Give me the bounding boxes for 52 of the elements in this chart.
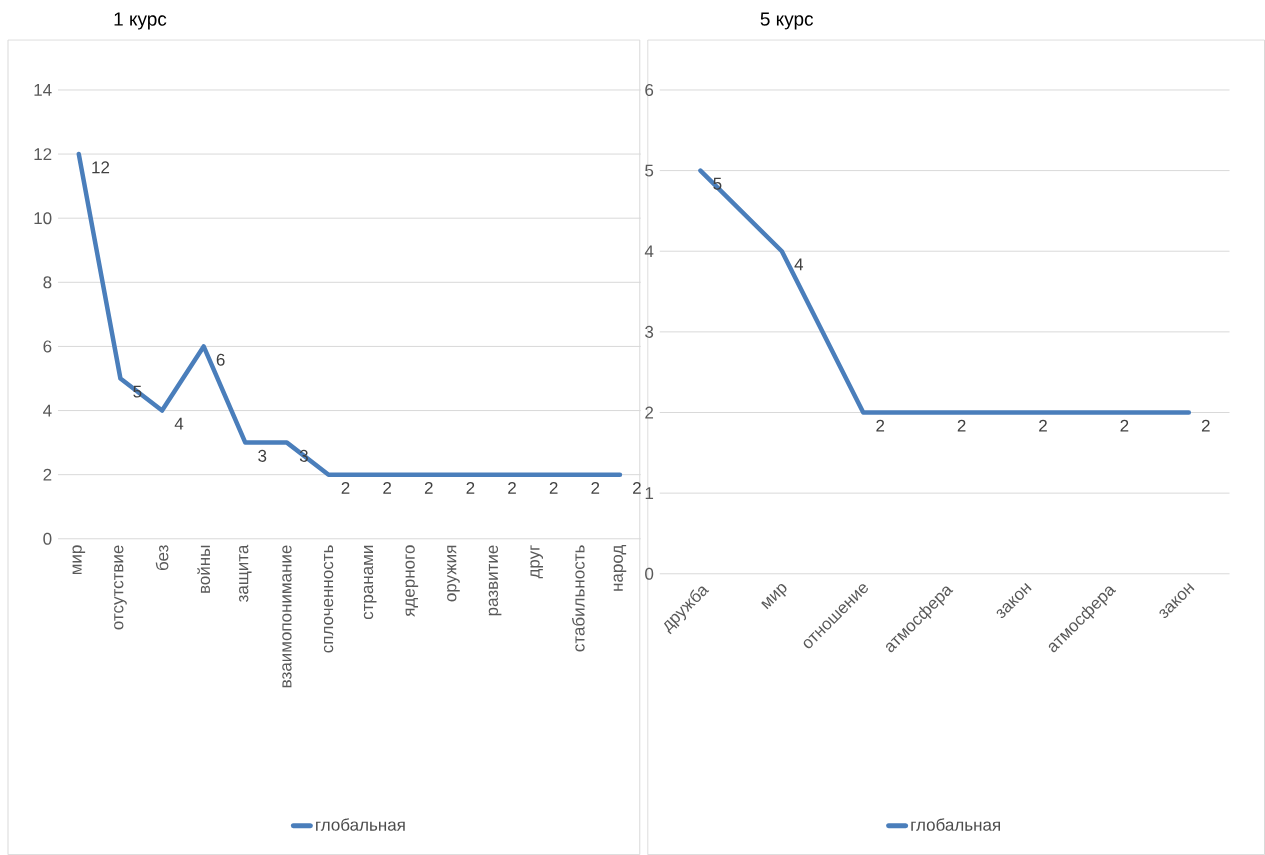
data-label: 2 <box>508 481 516 494</box>
x-tick-label: оружия <box>447 545 460 602</box>
x-tick-label: странами <box>363 545 377 620</box>
legend-label: глобальная <box>911 818 1000 831</box>
data-label: 4 <box>174 417 184 430</box>
y-tick-label: 14 <box>34 84 52 96</box>
x-tick-label: без <box>155 545 169 570</box>
x-tick-label: ядерного <box>405 545 419 617</box>
data-label: 2 <box>424 481 433 494</box>
y-tick-label: 2 <box>43 468 52 481</box>
x-tick-label: народ <box>613 544 627 591</box>
data-label: 3 <box>258 449 267 462</box>
y-tick-label: 0 <box>645 567 654 580</box>
data-label: 2 <box>591 481 600 494</box>
y-tick-label: 8 <box>43 276 52 289</box>
y-tick-label: 4 <box>43 404 52 417</box>
y-tick-label: 3 <box>645 325 654 338</box>
legend-label: глобальная <box>316 818 405 831</box>
chart-title: 5 курс <box>760 12 814 30</box>
data-label: 2 <box>1201 419 1210 432</box>
x-tick-label: сплоченность <box>323 545 334 653</box>
x-tick-label: мир <box>761 583 787 610</box>
x-tick-label: развитие <box>488 545 502 616</box>
x-tick-label: войны <box>197 545 211 593</box>
data-label: 2 <box>383 481 392 494</box>
data-label: 2 <box>957 419 966 432</box>
y-tick-label: 6 <box>645 83 654 96</box>
data-label: 12 <box>92 161 110 174</box>
x-tick-label: взаимопонимание <box>282 545 292 688</box>
y-tick-label: 10 <box>34 212 52 225</box>
x-tick-label: стабильность <box>572 545 585 652</box>
data-label: 2 <box>549 481 558 494</box>
y-tick-label: 5 <box>645 164 654 177</box>
x-tick-label: защита <box>239 544 252 602</box>
y-tick-label: 6 <box>43 340 52 353</box>
data-label: 2 <box>1039 419 1047 432</box>
x-tick-label: мир <box>72 545 86 575</box>
data-label: 6 <box>216 353 225 366</box>
data-label: 2 <box>341 481 350 494</box>
data-label: 2 <box>466 481 475 494</box>
y-tick-label: 0 <box>43 532 52 545</box>
data-label: 4 <box>794 258 804 271</box>
chart-title: 1 курс <box>114 12 167 30</box>
data-label: 2 <box>876 419 885 432</box>
data-label: 2 <box>1120 419 1129 432</box>
data-label: 2 <box>633 481 641 494</box>
y-tick-label: 1 <box>645 487 654 499</box>
y-tick-label: 12 <box>34 148 52 160</box>
x-tick-label: друг <box>530 545 544 579</box>
y-tick-label: 4 <box>644 245 654 257</box>
y-tick-label: 2 <box>645 406 654 419</box>
x-tick-label: отсутствие <box>114 545 127 630</box>
